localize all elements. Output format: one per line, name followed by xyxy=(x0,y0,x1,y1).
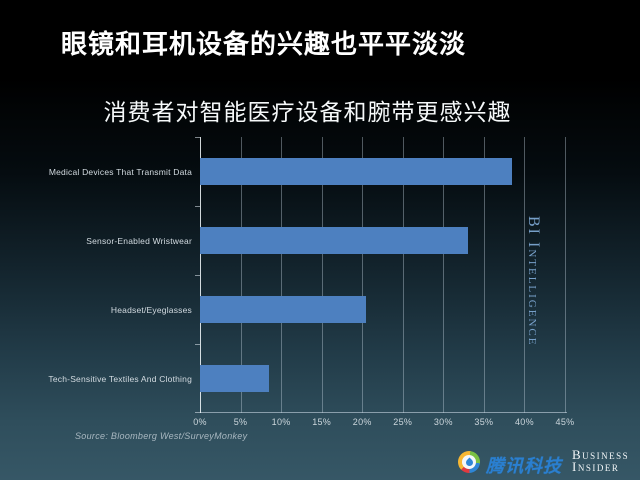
bar-row xyxy=(200,137,565,206)
y-axis-tick xyxy=(195,137,200,138)
gridline xyxy=(443,137,445,413)
x-tick-label: 40% xyxy=(514,417,534,427)
bar xyxy=(200,158,513,185)
logo-inner-circle xyxy=(462,455,476,469)
bar xyxy=(200,365,269,392)
x-tick-label: 5% xyxy=(233,417,248,427)
y-axis-tick xyxy=(195,344,200,345)
x-tick-label: 30% xyxy=(433,417,453,427)
chart-title: 消费者对智能医疗设备和腕带更感兴趣 xyxy=(103,99,512,125)
tencent-tech-logo-icon xyxy=(458,451,480,473)
page-title: 眼镜和耳机设备的兴趣也平平淡淡 xyxy=(61,29,467,59)
x-tick-label: 35% xyxy=(474,417,494,427)
gridline xyxy=(402,137,404,413)
business-insider-line2: Insider xyxy=(572,459,620,474)
bi-intelligence-watermark: BI Intelligence xyxy=(525,216,542,347)
footer-logos: 腾讯科技 Business Insider xyxy=(0,446,640,480)
gridline xyxy=(240,137,242,413)
gridline xyxy=(524,137,526,413)
gridline xyxy=(362,137,364,413)
category-label: Sensor-Enabled Wristwear xyxy=(86,235,192,246)
business-insider-line1: Business xyxy=(572,447,630,462)
y-axis-tick xyxy=(195,206,200,207)
bar-row xyxy=(200,275,565,344)
x-tick-label: 0% xyxy=(193,417,207,427)
x-tick-label: 20% xyxy=(352,417,372,427)
tencent-tech-wordmark: 腾讯科技 xyxy=(486,456,562,476)
category-label: Tech-Sensitive Textiles And Clothing xyxy=(48,373,192,384)
bar xyxy=(200,227,468,254)
x-tick-label: 10% xyxy=(271,417,291,427)
y-axis-tick xyxy=(195,412,200,413)
x-axis-labels: 0% 5% 10% 15% 20% 25% 30% 35% 40% 45% xyxy=(193,417,574,431)
water-drop-icon xyxy=(464,457,474,467)
gridline xyxy=(281,137,283,413)
category-label: Headset/Eyeglasses xyxy=(110,304,192,315)
business-insider-wordmark: Business Insider xyxy=(572,447,630,474)
y-axis-line xyxy=(200,137,201,413)
gridline xyxy=(483,137,485,413)
x-tick-label: 45% xyxy=(555,417,575,427)
plot-area xyxy=(195,137,567,413)
x-tick-label: 25% xyxy=(393,417,413,427)
gridline xyxy=(321,137,323,413)
gridline xyxy=(565,137,566,413)
x-axis-line xyxy=(200,412,567,413)
bar-row xyxy=(200,206,565,275)
x-tick-label: 15% xyxy=(312,417,332,427)
category-labels: Medical Devices That Transmit Data Sensor… xyxy=(0,137,192,413)
bar xyxy=(200,296,367,323)
source-note: Source: Bloomberg West/SurveyMonkey xyxy=(75,431,248,441)
bar-row xyxy=(200,344,565,413)
category-label: Medical Devices That Transmit Data xyxy=(48,166,192,177)
y-axis-tick xyxy=(195,275,200,276)
